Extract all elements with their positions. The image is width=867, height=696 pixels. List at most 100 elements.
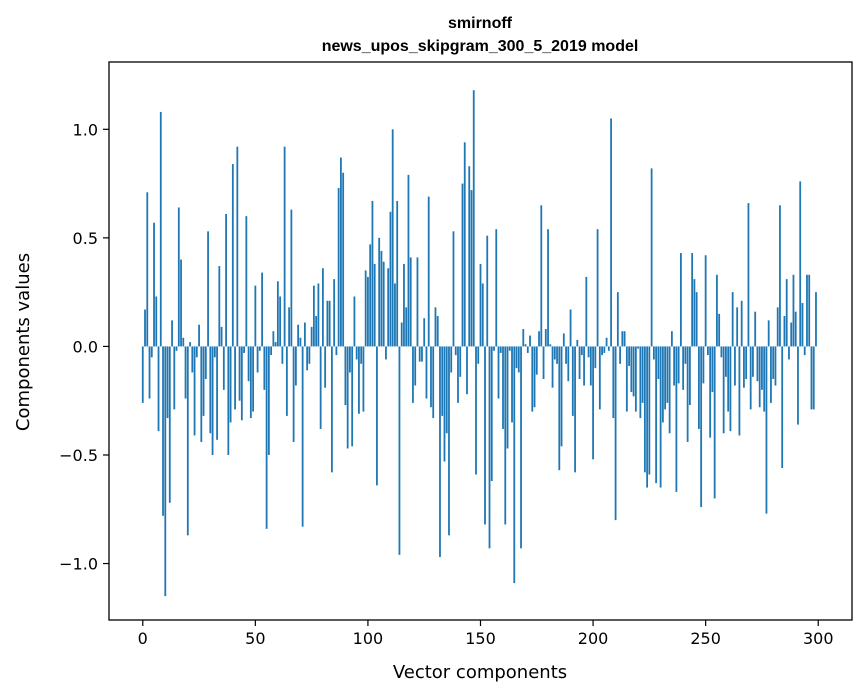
bar (794, 311, 797, 347)
y-tick-label: 0.5 (73, 229, 98, 248)
bar (657, 346, 660, 379)
bar (472, 90, 475, 347)
bar (763, 346, 766, 412)
bar (353, 296, 356, 347)
bar (684, 346, 687, 364)
bar (292, 346, 295, 442)
bar (191, 346, 194, 373)
bar (236, 146, 239, 347)
bar (574, 346, 576, 473)
bar (171, 320, 173, 347)
bar (571, 346, 574, 416)
bar (144, 309, 146, 347)
x-axis-ticks: 0 50 100 150 200 250 300 (138, 620, 834, 648)
bars-group (141, 90, 817, 597)
bar (576, 339, 579, 347)
bar (479, 263, 482, 347)
bar (378, 237, 381, 347)
x-tick-label: 100 (353, 629, 384, 648)
bar (677, 346, 680, 384)
chart-title: smirnoff (448, 15, 513, 32)
bar (639, 346, 642, 419)
bar (200, 346, 203, 442)
bar (693, 279, 696, 347)
bar (810, 346, 813, 410)
bar (193, 346, 196, 436)
bar (668, 346, 671, 434)
bar (405, 307, 408, 347)
bar (632, 346, 635, 397)
bar (580, 346, 583, 356)
bar (486, 235, 489, 347)
bar (619, 346, 621, 364)
bar (141, 346, 144, 403)
bar (333, 279, 336, 347)
bar (155, 296, 158, 347)
bar (450, 346, 453, 373)
bar (520, 346, 522, 549)
x-tick-label: 50 (245, 629, 265, 648)
bar (317, 283, 320, 347)
bar (423, 318, 426, 347)
bar (198, 324, 200, 347)
y-axis-label: Components values (13, 253, 34, 431)
bar (299, 337, 302, 347)
bar (207, 231, 209, 347)
bar (454, 346, 457, 356)
bar (234, 346, 236, 410)
bar (477, 346, 480, 364)
bar (153, 222, 155, 347)
bar (634, 346, 637, 412)
bar (346, 346, 349, 449)
bar (569, 309, 572, 347)
bar (601, 346, 603, 356)
bar (391, 129, 394, 347)
x-tick-label: 200 (578, 629, 609, 648)
bar (434, 307, 437, 347)
bar (490, 346, 493, 482)
bar (625, 346, 628, 412)
bar (526, 346, 529, 353)
bar (688, 346, 691, 406)
bar (758, 346, 761, 408)
bar (441, 346, 444, 416)
bar (164, 346, 167, 597)
bar (664, 346, 667, 410)
bar (614, 346, 617, 521)
bar (673, 346, 676, 386)
bar (729, 346, 732, 432)
bar (785, 279, 788, 347)
bar (538, 331, 540, 347)
bar (587, 346, 590, 358)
bar (731, 292, 734, 347)
bar (767, 320, 770, 347)
bar (326, 300, 329, 347)
bar (607, 346, 610, 351)
bar (495, 229, 498, 347)
x-tick-label: 0 (138, 629, 148, 648)
bar (177, 207, 180, 347)
bar (274, 342, 277, 347)
bar (803, 346, 806, 356)
bar (628, 346, 630, 366)
bar (394, 283, 396, 347)
bar (610, 118, 612, 347)
bar (331, 346, 333, 473)
bar (245, 216, 248, 347)
bar (281, 346, 284, 364)
bar (267, 346, 270, 455)
bar (616, 292, 619, 347)
bar (285, 346, 288, 416)
bar (425, 346, 428, 399)
bar (540, 205, 543, 347)
bar (430, 346, 432, 408)
bar (371, 200, 374, 347)
bar (749, 346, 752, 410)
bar (288, 307, 291, 347)
x-tick-label: 300 (803, 629, 834, 648)
bar (511, 346, 513, 423)
bar (621, 331, 624, 347)
bar (382, 261, 385, 347)
bar (792, 274, 795, 347)
y-tick-label: 0.0 (73, 337, 98, 356)
